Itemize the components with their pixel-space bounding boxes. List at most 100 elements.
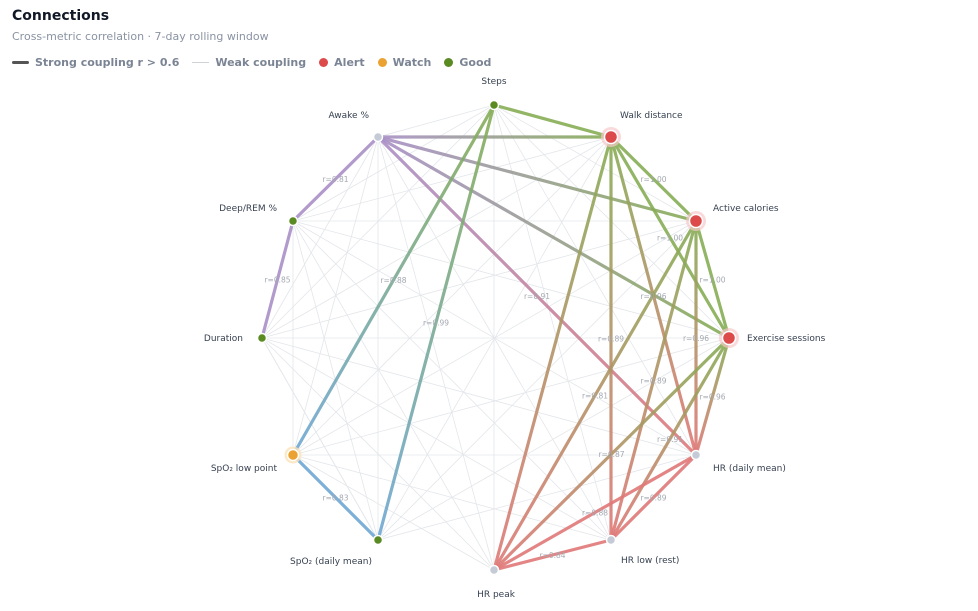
weak-line-swatch [192,62,210,63]
node-label-cal: Active calories [713,204,779,214]
legend-alert-label: Alert [334,56,365,69]
weak-edge-cal-spo2d [377,220,697,541]
weak-edge-ex-spo2l [292,337,730,456]
strong-edge-cal-hrl [609,219,698,542]
edge-label-steps-spo2l: r=0.88 [380,276,406,285]
edge-label-walk-hrd: r=0.96 [640,292,666,301]
node-dot-icon [372,131,384,143]
weak-edge-steps-cal [493,104,697,222]
strong-edge-hrd-hrp [492,453,698,572]
node-awake[interactable]: Awake % [328,111,384,143]
weak-edge-steps-hrl [493,104,612,541]
legend-good: Good [444,56,491,69]
edge-label-cal-hrd: r=0.96 [683,334,709,343]
node-label-steps: Steps [481,77,506,87]
node-dot-icon [605,534,617,546]
node-dot-icon [372,534,384,546]
node-dot-icon [603,129,619,145]
weak-edge-ex-spo2d [377,337,730,541]
strong-edge-walk-hrp [492,135,613,572]
watch-dot-icon [377,58,387,67]
edge-label-ex-hrp: r=0.87 [598,450,624,459]
node-hrp[interactable]: HR peak [477,564,516,601]
legend-good-label: Good [459,56,492,69]
strong-edges [260,103,731,572]
edge-label-awake-deep: r=0.81 [322,175,348,184]
strong-edge-cal-hrp [492,219,698,572]
node-dot-icon [690,449,702,461]
weak-edge-dur-awake [261,136,379,339]
strong-edge-awake-cal [376,135,698,223]
edge-label-cal-ex: r=1.00 [699,276,725,285]
panel-header: Connections Cross-metric correlation · 7… [12,8,269,43]
weak-edge-ex-deep [292,220,730,339]
weak-edge-hrl-deep [292,220,612,541]
strong-edge-ex-hrl [609,336,731,542]
legend-weak: Weak coupling [192,56,306,69]
node-spo2d[interactable]: SpO₂ (daily mean) [290,534,384,568]
legend-alert: Alert [319,56,365,69]
weak-edge-cal-dur [261,220,697,339]
node-dot-icon [256,332,268,344]
node-steps[interactable]: Steps [481,77,507,111]
edge-label-walk-cal: r=1.00 [640,175,666,184]
node-walk[interactable]: Walk distance [601,111,683,147]
good-dot-icon [444,58,454,67]
weak-edge-walk-spo2l [292,136,612,456]
weak-edges [261,104,730,571]
edge-labels: r=0.81 r=0.85 r=0.91 r=0.88 r=0.99 r=0.83 r=1.… [264,175,725,560]
node-dot-icon [488,564,500,576]
weak-edge-hrp-spo2l [292,454,495,571]
legend-strong: Strong coupling r > 0.6 [12,56,179,69]
nodes: Steps Walk distance Active calories Exercis… [204,77,826,600]
strong-edge-ex-hrp [492,336,731,572]
strong-edge-steps-spo2l [291,103,496,457]
edge-label-walk-hrl: r=0.89 [598,335,624,344]
weak-edge-hrl-awake [377,136,612,541]
strong-edge-awake-hrd [376,135,698,457]
strong-edge-walk-ex [609,135,731,340]
edge-label-ex-hrd: r=0.96 [699,393,725,402]
strong-edge-spo2l-spo2d [291,453,380,542]
node-label-spo2l: SpO₂ low point [211,464,278,474]
edge-label-steps-spo2d: r=0.99 [423,319,449,328]
edge-label-hrd-hrp: r=0.88 [582,509,608,518]
node-cal[interactable]: Active calories [686,204,779,231]
edge-label-cal-hrl: r=0.89 [640,377,666,386]
node-ex[interactable]: Exercise sessions [719,328,826,348]
node-deep[interactable]: Deep/REM % [219,204,299,227]
strong-edge-steps-spo2d [376,103,496,542]
weak-edge-hrp-deep [292,220,495,571]
node-dot-icon [488,99,500,111]
node-label-hrl: HR low (rest) [621,556,679,566]
node-dot-icon [721,330,737,346]
strong-edge-steps-walk [492,103,613,139]
strong-edge-hrd-hrl [609,453,698,542]
node-hrl[interactable]: HR low (rest) [605,534,680,567]
strong-edge-hrl-hrp [492,538,613,572]
node-dur[interactable]: Duration [204,332,268,345]
legend-watch: Watch [377,56,431,69]
strong-edge-deep-dur [260,219,295,340]
edge-label-ex-hrl: r=0.91 [657,435,683,444]
edge-label-hrl-hrp: r=0.84 [539,551,565,560]
node-hrd[interactable]: HR (daily mean) [690,449,786,475]
edge-label-spo2l-spo2d: r=0.83 [322,494,348,503]
node-label-deep: Deep/REM % [219,204,277,214]
node-dot-icon [287,215,299,227]
node-spo2l[interactable]: SpO₂ low point [211,446,302,475]
node-label-hrp: HR peak [477,590,516,600]
weak-edge-steps-awake [377,104,495,138]
node-dot-icon [286,448,300,462]
strong-edge-awake-deep [291,135,380,223]
edge-label-awake-hrd: r=0.91 [524,292,550,301]
node-label-spo2d: SpO₂ (daily mean) [290,557,372,567]
node-label-ex: Exercise sessions [747,334,826,344]
node-label-hrd: HR (daily mean) [713,464,786,474]
strong-edge-walk-cal [609,135,698,223]
node-label-walk: Walk distance [620,111,683,121]
edge-label-deep-dur: r=0.85 [264,276,290,285]
alert-dot-icon [319,58,329,67]
node-label-dur: Duration [204,334,243,344]
